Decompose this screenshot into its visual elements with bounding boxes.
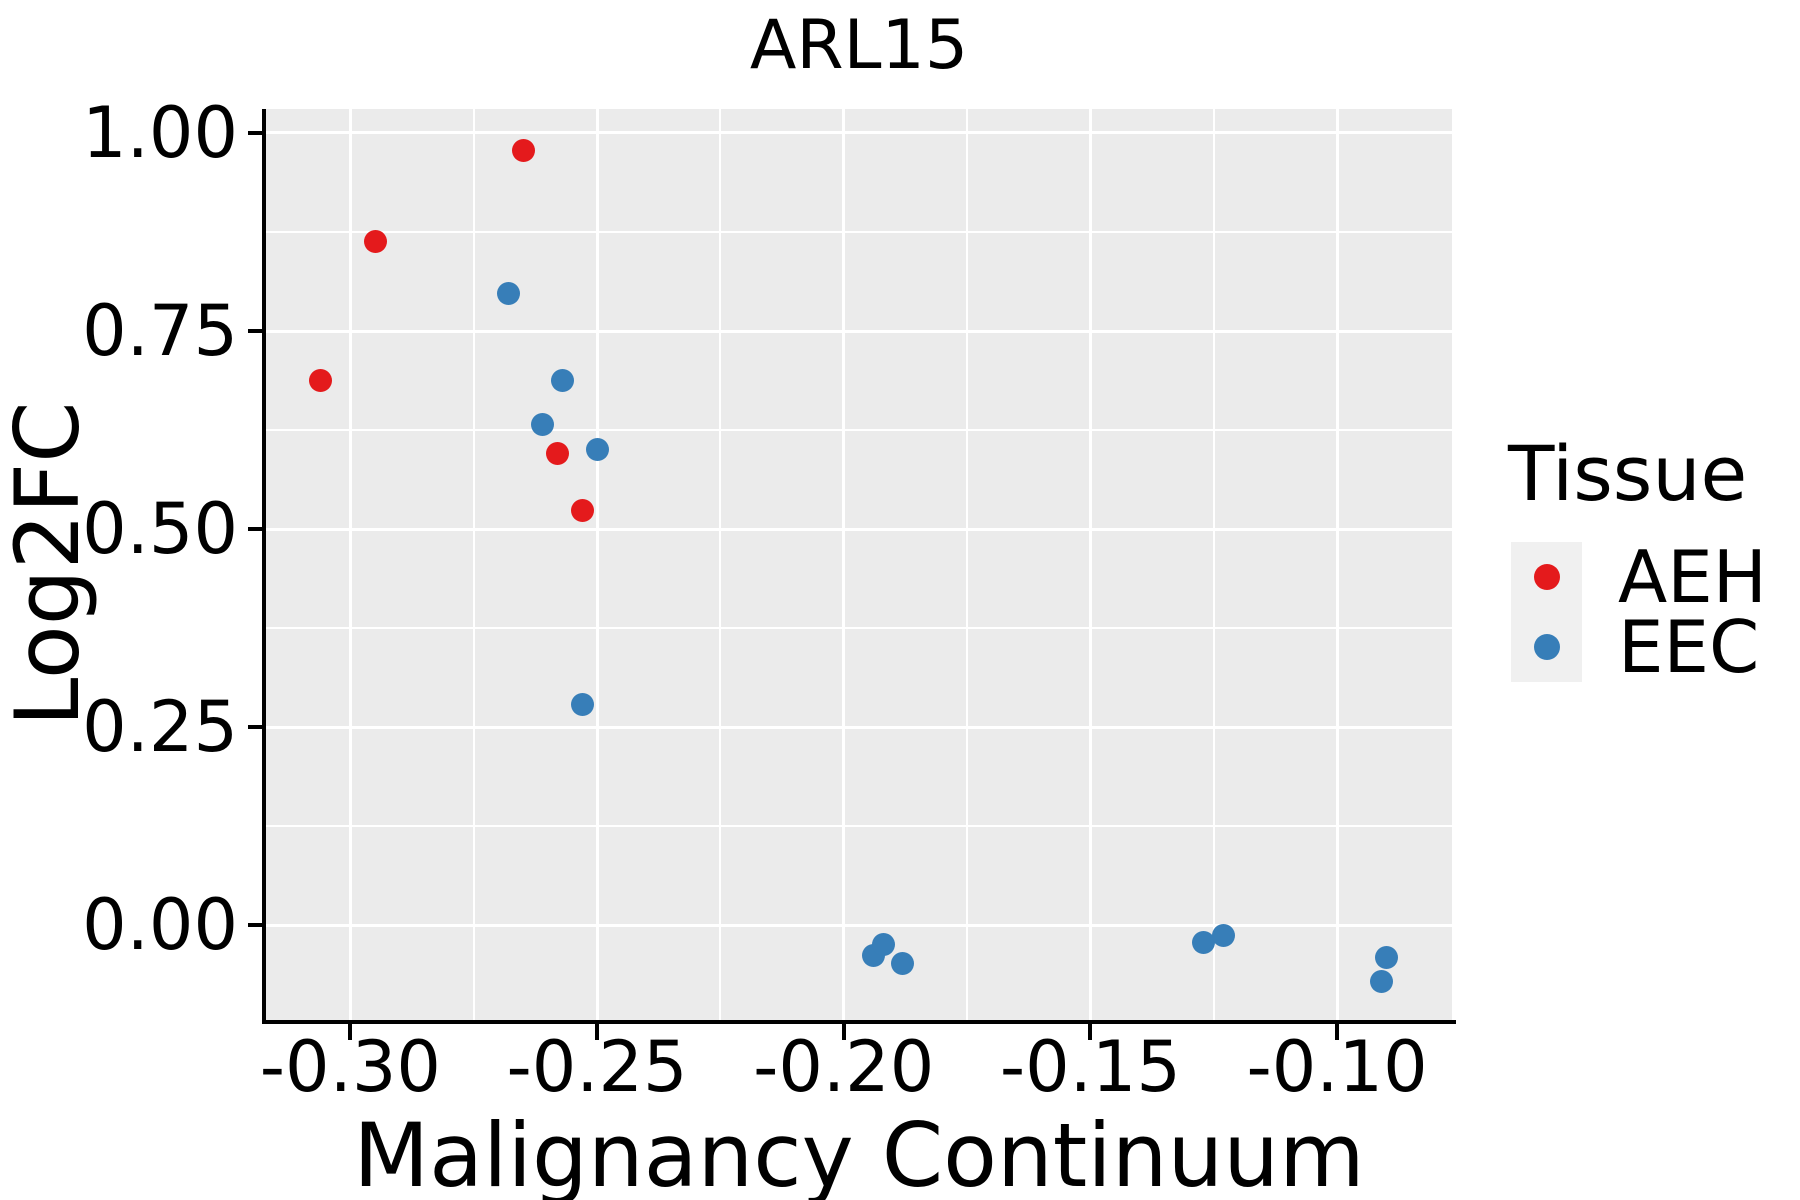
data-point-eec (585, 438, 609, 462)
chart-title: ARL15 (749, 6, 969, 85)
x-major-gridline (595, 109, 599, 1020)
y-major-gridline (266, 725, 1452, 729)
x-minor-gridline (472, 109, 475, 1020)
y-tick-label: 0.00 (82, 884, 238, 967)
x-tick-mark (1088, 1024, 1093, 1040)
y-axis-title: Log2FC (0, 401, 99, 727)
data-point-eec (871, 932, 895, 956)
legend-key-aeh (1511, 542, 1582, 612)
y-minor-gridline (266, 627, 1452, 630)
y-tick-label: 0.25 (82, 686, 238, 769)
data-point-eec (891, 951, 915, 975)
legend-label-aeh: AEH (1618, 535, 1767, 619)
x-major-gridline (842, 109, 846, 1020)
data-point-aeh (363, 230, 387, 253)
y-minor-gridline (266, 231, 1452, 233)
y-tick-mark (248, 130, 262, 135)
x-major-gridline (1088, 109, 1092, 1020)
y-minor-gridline (266, 429, 1452, 431)
y-tick-label: 0.50 (82, 488, 238, 571)
legend-title: Tissue (1508, 429, 1748, 518)
data-point-eec (531, 412, 555, 436)
y-tick-label: 1.00 (82, 91, 238, 174)
x-tick-mark (348, 1024, 353, 1040)
y-minor-gridline (266, 825, 1452, 828)
data-point-eec (1374, 946, 1398, 969)
data-point-eec (570, 692, 594, 716)
legend-key-eec (1511, 612, 1582, 682)
x-tick-mark (841, 1024, 846, 1040)
y-tick-mark (248, 329, 262, 333)
data-point-aeh (570, 498, 594, 522)
x-tick-label: -0.10 (1246, 1026, 1428, 1108)
data-point-aeh (309, 369, 333, 393)
data-point-eec (1369, 969, 1393, 993)
x-major-gridline (348, 109, 352, 1020)
data-point-eec (1192, 930, 1216, 954)
x-tick-label: -0.25 (506, 1026, 688, 1108)
x-axis-title: Malignancy Continuum (353, 1104, 1365, 1200)
data-point-eec (551, 368, 574, 392)
legend-label-eec: EEC (1618, 605, 1760, 689)
x-minor-gridline (719, 109, 722, 1020)
y-tick-mark (248, 527, 262, 532)
y-axis-line (262, 109, 266, 1024)
x-axis-line (262, 1020, 1456, 1024)
y-tick-mark (248, 725, 262, 730)
data-point-eec (496, 282, 520, 306)
eec-point-icon (1533, 634, 1560, 660)
y-major-gridline (266, 329, 1452, 333)
x-tick-mark (595, 1024, 600, 1040)
y-tick-mark (248, 923, 262, 928)
aeh-point-icon (1533, 564, 1560, 590)
x-minor-gridline (966, 109, 969, 1020)
data-point-aeh (546, 442, 570, 466)
data-point-aeh (511, 138, 535, 162)
data-point-eec (1212, 923, 1236, 947)
x-major-gridline (1335, 109, 1339, 1020)
plot-panel (266, 109, 1452, 1020)
x-tick-label: -0.20 (753, 1026, 935, 1108)
y-major-gridline (266, 527, 1452, 531)
x-tick-label: -0.30 (259, 1026, 441, 1108)
y-major-gridline (266, 131, 1452, 135)
x-tick-label: -0.15 (999, 1026, 1181, 1108)
x-minor-gridline (1212, 109, 1215, 1020)
x-tick-mark (1335, 1024, 1340, 1040)
y-major-gridline (266, 923, 1452, 927)
y-tick-label: 0.75 (82, 290, 238, 372)
